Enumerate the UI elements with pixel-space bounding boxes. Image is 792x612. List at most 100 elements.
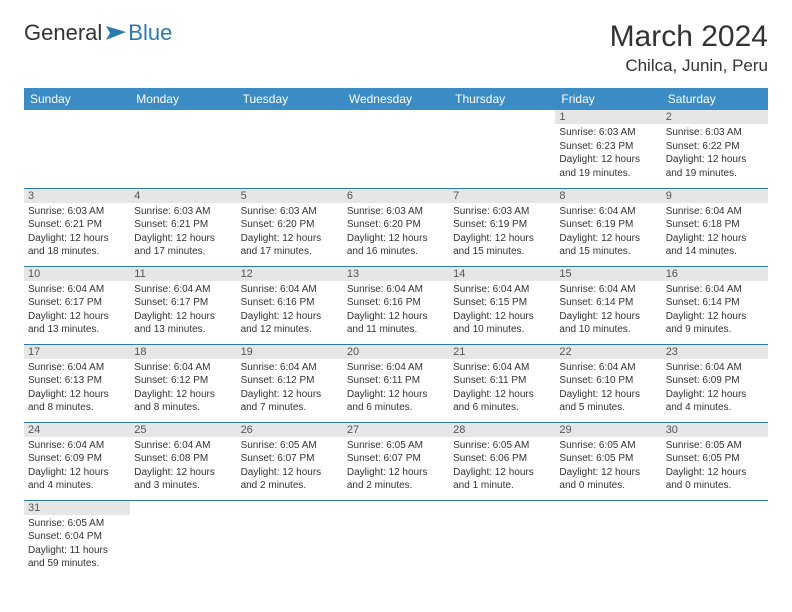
calendar-cell: 19Sunrise: 6:04 AMSunset: 6:12 PMDayligh… — [237, 344, 343, 422]
title-block: March 2024 Chilca, Junin, Peru — [610, 20, 768, 76]
sunrise-text: Sunrise: 6:04 AM — [666, 361, 764, 375]
sunset-text: Sunset: 6:12 PM — [241, 374, 339, 388]
sunset-text: Sunset: 6:14 PM — [666, 296, 764, 310]
day-number: 13 — [343, 267, 449, 281]
daylight-text: Daylight: 12 hours — [559, 466, 657, 480]
daylight-text: and 19 minutes. — [666, 167, 764, 181]
weekday-tuesday: Tuesday — [237, 88, 343, 110]
calendar-cell: 11Sunrise: 6:04 AMSunset: 6:17 PMDayligh… — [130, 266, 236, 344]
calendar-row: 24Sunrise: 6:04 AMSunset: 6:09 PMDayligh… — [24, 422, 768, 500]
daylight-text: and 59 minutes. — [28, 557, 126, 571]
daylight-text: Daylight: 12 hours — [559, 388, 657, 402]
calendar-table: Sunday Monday Tuesday Wednesday Thursday… — [24, 88, 768, 578]
sunset-text: Sunset: 6:11 PM — [347, 374, 445, 388]
daylight-text: Daylight: 12 hours — [347, 466, 445, 480]
sunrise-text: Sunrise: 6:04 AM — [559, 283, 657, 297]
calendar-cell: 27Sunrise: 6:05 AMSunset: 6:07 PMDayligh… — [343, 422, 449, 500]
day-number: 4 — [130, 189, 236, 203]
daylight-text: Daylight: 12 hours — [241, 232, 339, 246]
sunrise-text: Sunrise: 6:04 AM — [559, 361, 657, 375]
day-number: 14 — [449, 267, 555, 281]
day-number: 6 — [343, 189, 449, 203]
weekday-wednesday: Wednesday — [343, 88, 449, 110]
sunset-text: Sunset: 6:14 PM — [559, 296, 657, 310]
day-number: 24 — [24, 423, 130, 437]
daylight-text: Daylight: 12 hours — [666, 153, 764, 167]
sunset-text: Sunset: 6:08 PM — [134, 452, 232, 466]
calendar-cell: 3Sunrise: 6:03 AMSunset: 6:21 PMDaylight… — [24, 188, 130, 266]
daylight-text: and 4 minutes. — [666, 401, 764, 415]
sunrise-text: Sunrise: 6:04 AM — [134, 361, 232, 375]
daylight-text: and 15 minutes. — [559, 245, 657, 259]
calendar-cell — [662, 500, 768, 578]
page-header: General Blue March 2024 Chilca, Junin, P… — [24, 20, 768, 76]
daylight-text: and 16 minutes. — [347, 245, 445, 259]
daylight-text: and 13 minutes. — [134, 323, 232, 337]
calendar-cell: 20Sunrise: 6:04 AMSunset: 6:11 PMDayligh… — [343, 344, 449, 422]
daylight-text: and 14 minutes. — [666, 245, 764, 259]
daylight-text: and 17 minutes. — [241, 245, 339, 259]
flag-icon — [104, 24, 128, 42]
calendar-cell: 22Sunrise: 6:04 AMSunset: 6:10 PMDayligh… — [555, 344, 661, 422]
daylight-text: and 15 minutes. — [453, 245, 551, 259]
calendar-cell — [343, 500, 449, 578]
daylight-text: Daylight: 11 hours — [28, 544, 126, 558]
calendar-cell: 7Sunrise: 6:03 AMSunset: 6:19 PMDaylight… — [449, 188, 555, 266]
calendar-cell — [555, 500, 661, 578]
daylight-text: Daylight: 12 hours — [666, 232, 764, 246]
daylight-text: and 3 minutes. — [134, 479, 232, 493]
sunset-text: Sunset: 6:05 PM — [666, 452, 764, 466]
daylight-text: Daylight: 12 hours — [666, 310, 764, 324]
sunset-text: Sunset: 6:17 PM — [28, 296, 126, 310]
calendar-cell: 21Sunrise: 6:04 AMSunset: 6:11 PMDayligh… — [449, 344, 555, 422]
sunset-text: Sunset: 6:16 PM — [241, 296, 339, 310]
sunrise-text: Sunrise: 6:04 AM — [347, 361, 445, 375]
logo: General Blue — [24, 20, 172, 46]
sunset-text: Sunset: 6:15 PM — [453, 296, 551, 310]
daylight-text: and 6 minutes. — [347, 401, 445, 415]
sunrise-text: Sunrise: 6:05 AM — [666, 439, 764, 453]
calendar-cell: 14Sunrise: 6:04 AMSunset: 6:15 PMDayligh… — [449, 266, 555, 344]
sunrise-text: Sunrise: 6:04 AM — [453, 361, 551, 375]
sunrise-text: Sunrise: 6:04 AM — [453, 283, 551, 297]
calendar-cell — [24, 110, 130, 188]
day-number: 11 — [130, 267, 236, 281]
daylight-text: and 9 minutes. — [666, 323, 764, 337]
daylight-text: Daylight: 12 hours — [241, 310, 339, 324]
day-number: 3 — [24, 189, 130, 203]
daylight-text: and 0 minutes. — [559, 479, 657, 493]
calendar-cell — [130, 500, 236, 578]
daylight-text: and 19 minutes. — [559, 167, 657, 181]
sunset-text: Sunset: 6:05 PM — [559, 452, 657, 466]
daylight-text: Daylight: 12 hours — [28, 310, 126, 324]
sunrise-text: Sunrise: 6:04 AM — [347, 283, 445, 297]
daylight-text: Daylight: 12 hours — [559, 310, 657, 324]
calendar-row: 10Sunrise: 6:04 AMSunset: 6:17 PMDayligh… — [24, 266, 768, 344]
day-number: 1 — [555, 110, 661, 124]
daylight-text: Daylight: 12 hours — [134, 388, 232, 402]
calendar-cell: 25Sunrise: 6:04 AMSunset: 6:08 PMDayligh… — [130, 422, 236, 500]
sunset-text: Sunset: 6:20 PM — [241, 218, 339, 232]
calendar-cell — [449, 110, 555, 188]
logo-text-general: General — [24, 20, 102, 46]
day-number: 9 — [662, 189, 768, 203]
day-number: 21 — [449, 345, 555, 359]
daylight-text: and 8 minutes. — [28, 401, 126, 415]
day-number: 22 — [555, 345, 661, 359]
calendar-cell: 9Sunrise: 6:04 AMSunset: 6:18 PMDaylight… — [662, 188, 768, 266]
daylight-text: Daylight: 12 hours — [28, 232, 126, 246]
calendar-row: 31Sunrise: 6:05 AMSunset: 6:04 PMDayligh… — [24, 500, 768, 578]
calendar-cell: 18Sunrise: 6:04 AMSunset: 6:12 PMDayligh… — [130, 344, 236, 422]
sunrise-text: Sunrise: 6:04 AM — [134, 283, 232, 297]
daylight-text: and 2 minutes. — [241, 479, 339, 493]
day-number: 23 — [662, 345, 768, 359]
sunrise-text: Sunrise: 6:03 AM — [28, 205, 126, 219]
sunrise-text: Sunrise: 6:05 AM — [453, 439, 551, 453]
daylight-text: and 1 minute. — [453, 479, 551, 493]
day-number: 30 — [662, 423, 768, 437]
calendar-cell: 30Sunrise: 6:05 AMSunset: 6:05 PMDayligh… — [662, 422, 768, 500]
day-number: 15 — [555, 267, 661, 281]
calendar-cell — [237, 110, 343, 188]
calendar-row: 17Sunrise: 6:04 AMSunset: 6:13 PMDayligh… — [24, 344, 768, 422]
weekday-saturday: Saturday — [662, 88, 768, 110]
